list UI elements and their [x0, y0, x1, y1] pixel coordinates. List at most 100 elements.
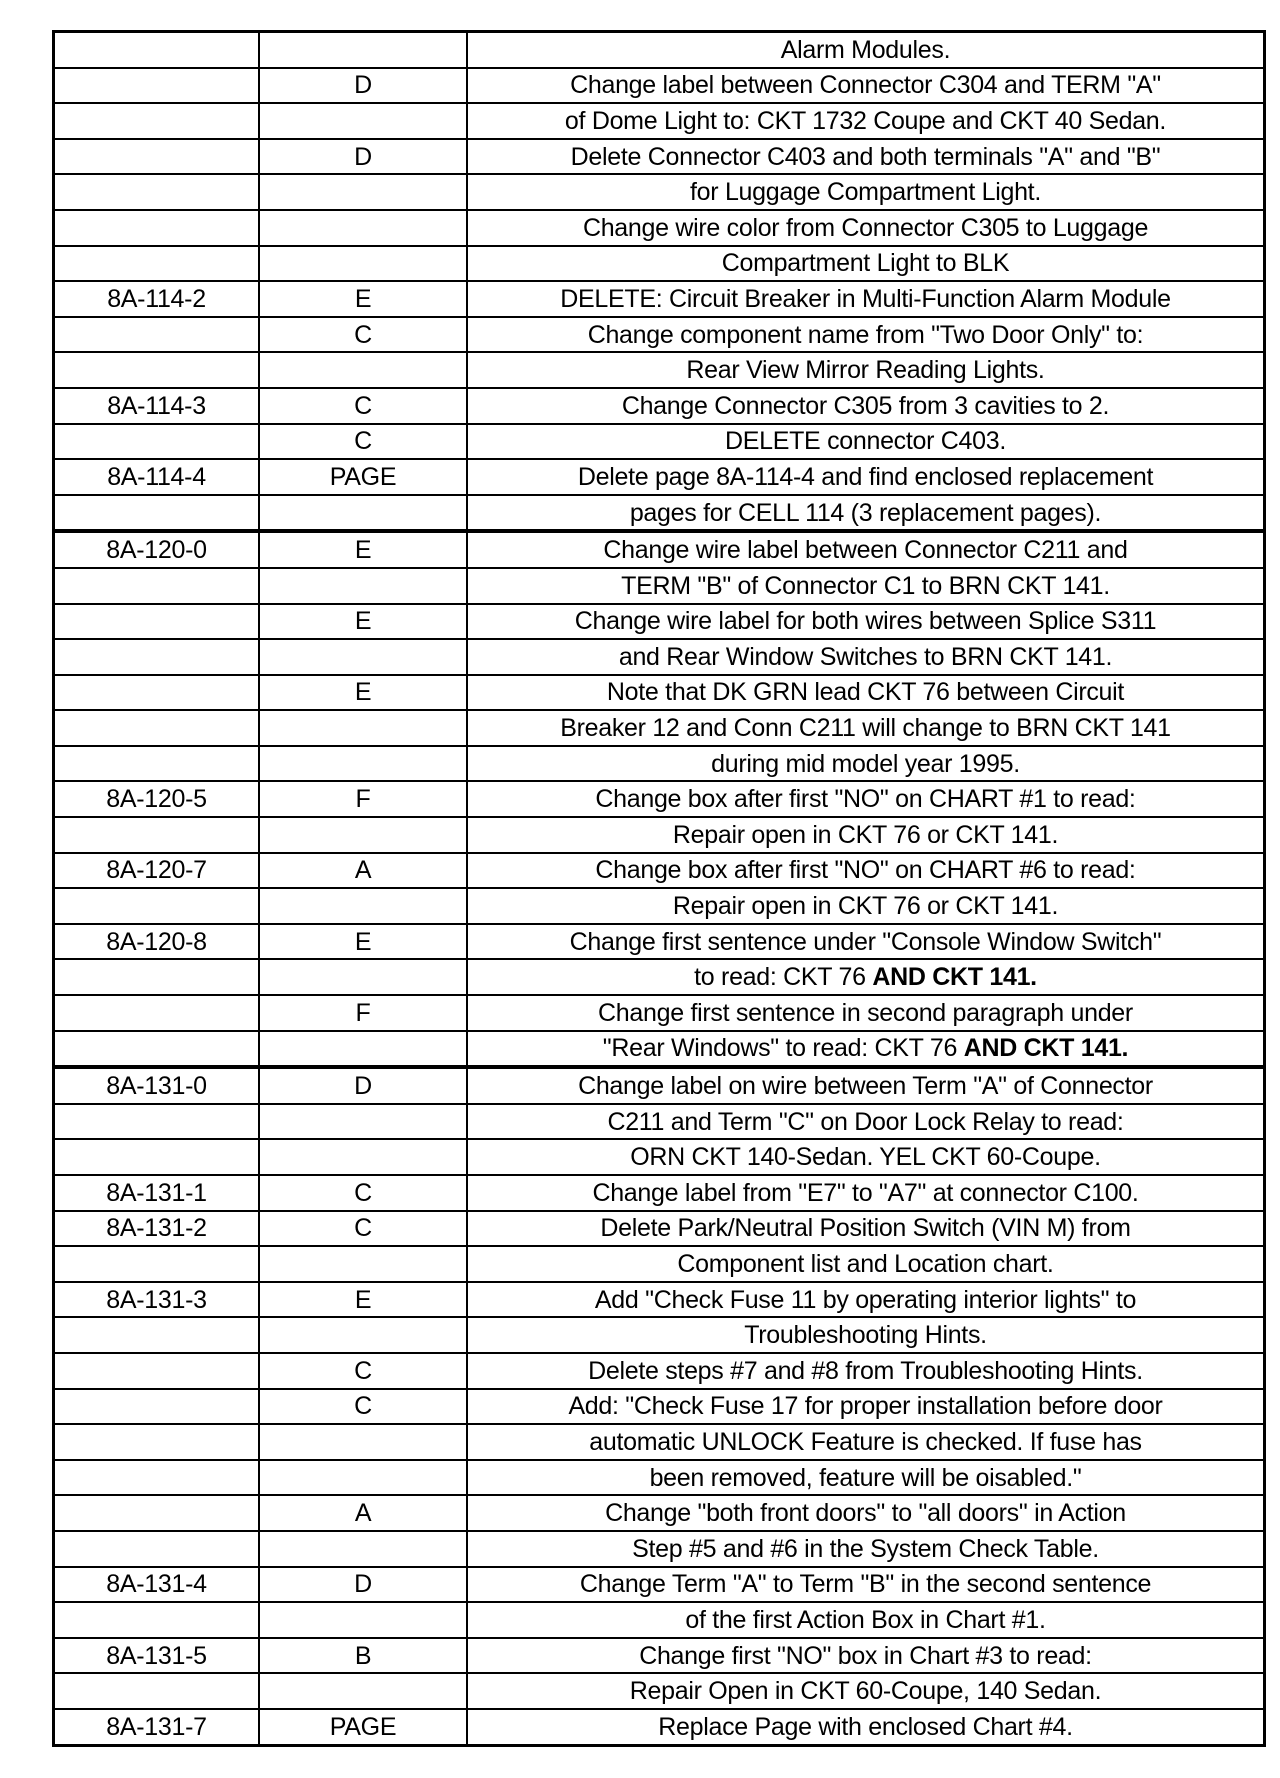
change-cell: Change first sentence in second paragrap… — [466, 995, 1266, 1032]
change-cell: automatic UNLOCK Feature is checked. If … — [466, 1424, 1266, 1461]
table-row: Rear View Mirror Reading Lights. — [52, 352, 1266, 389]
table-row: for Luggage Compartment Light. — [52, 174, 1266, 211]
code-cell: E — [258, 603, 468, 641]
change-cell-text: Delete Connector C403 and both terminals… — [570, 142, 1161, 171]
change-cell-text: Change box after first "NO" on CHART #6 … — [595, 856, 1136, 885]
page-cell — [52, 103, 260, 140]
code-cell-text: A — [354, 856, 372, 885]
page-cell — [52, 209, 260, 247]
table-row: Repair open in CKT 76 or CKT 141. — [52, 888, 1266, 925]
code-cell-text: C — [354, 427, 372, 456]
table-row: 8A-114-2 E DELETE: Circuit Breaker in Mult… — [52, 281, 1266, 318]
page-cell — [52, 567, 260, 605]
page-cell — [52, 245, 260, 283]
change-cell-text: Change Term "A" to Term "B" in the secon… — [579, 1570, 1152, 1599]
code-cell-text: C — [354, 1214, 372, 1243]
change-cell: Change wire label between Connector C211… — [466, 529, 1266, 569]
change-cell-text: to read: CKT 76 — [694, 963, 873, 992]
page-cell-text: 8A-131-5 — [106, 1641, 207, 1670]
change-cell-text: and Rear Window Switches to BRN CKT 141. — [618, 642, 1113, 671]
code-cell: E — [258, 674, 468, 712]
change-cell: Add: "Check Fuse 17 for proper installat… — [466, 1388, 1266, 1426]
change-cell-text: TERM "B" of Connector C1 to BRN CKT 141. — [621, 571, 1110, 600]
table-row: Change wire color from Connector C305 to… — [52, 209, 1266, 247]
page-cell — [52, 1495, 260, 1532]
code-cell-text: E — [354, 927, 372, 956]
table-row: Step #5 and #6 in the System Check Table… — [52, 1530, 1266, 1568]
page-cell — [52, 1459, 260, 1497]
change-cell: Change wire color from Connector C305 to… — [466, 209, 1266, 247]
code-cell-text: A — [354, 1499, 372, 1528]
table-row: 8A-120-8 E Change first sentence under "Co… — [52, 923, 1266, 961]
change-cell: "Rear Windows" to read: CKT 76 AND CKT 1… — [466, 1030, 1266, 1069]
page-cell: 8A-131-1 — [52, 1175, 260, 1212]
change-cell: to read: CKT 76 AND CKT 141. — [466, 959, 1266, 997]
table-row: ORN CKT 140-Sedan. YEL CKT 60-Coupe. — [52, 1139, 1266, 1176]
page-cell — [52, 1602, 260, 1639]
change-cell-text: Delete Park/Neutral Position Switch (VIN… — [600, 1214, 1131, 1243]
change-cell: Add "Check Fuse 11 by operating interior… — [466, 1281, 1266, 1319]
page-cell-text: 8A-114-2 — [107, 284, 206, 313]
table-row: Breaker 12 and Conn C211 will change to … — [52, 710, 1266, 747]
change-cell: Delete Connector C403 and both terminals… — [466, 138, 1266, 176]
table-row: 8A-131-2 C Delete Park/Neutral Position Sw… — [52, 1210, 1266, 1248]
change-cell: Compartment Light to BLK — [466, 245, 1266, 283]
page-cell — [52, 1530, 260, 1568]
change-cell: Change first "NO" box in Chart #3 to rea… — [466, 1637, 1266, 1675]
change-cell-text: Change Connector C305 from 3 cavities to… — [621, 391, 1110, 420]
code-cell — [258, 31, 468, 69]
change-cell: Change label from "E7" to "A7" at connec… — [466, 1175, 1266, 1212]
page-cell — [52, 959, 260, 997]
change-cell: Component list and Location chart. — [466, 1246, 1266, 1283]
change-cell-text: Change wire color from Connector C305 to… — [582, 213, 1149, 242]
page-cell — [52, 817, 260, 854]
code-cell: C — [258, 1210, 468, 1248]
page-cell-text: 8A-120-0 — [106, 536, 207, 565]
code-cell — [258, 494, 468, 533]
code-cell-text: D — [354, 1570, 372, 1599]
table-row: Repair open in CKT 76 or CKT 141. — [52, 817, 1266, 854]
change-cell: Rear View Mirror Reading Lights. — [466, 352, 1266, 389]
change-cell-text: Component list and Location chart. — [677, 1249, 1054, 1278]
table-row: TERM "B" of Connector C1 to BRN CKT 141. — [52, 567, 1266, 605]
table-row: 8A-131-3 E Add "Check Fuse 11 by operating… — [52, 1281, 1266, 1319]
page-cell: 8A-120-8 — [52, 923, 260, 961]
code-cell: PAGE — [258, 1708, 468, 1747]
page-cell — [52, 603, 260, 641]
change-cell-text: Rear View Mirror Reading Lights. — [686, 356, 1045, 385]
change-cell: Alarm Modules. — [466, 31, 1266, 69]
change-cell-text: Alarm Modules. — [780, 35, 951, 64]
table-row: 8A-114-4 PAGE Delete page 8A-114-4 and fin… — [52, 459, 1266, 496]
page-cell — [52, 1103, 260, 1141]
change-cell-text: Change label between Connector C304 and … — [570, 71, 1161, 100]
change-cell-text: Replace Page with enclosed Chart #4. — [658, 1712, 1073, 1741]
table-row: C Delete steps #7 and #8 from Troubleshoo… — [52, 1352, 1266, 1390]
code-cell — [258, 352, 468, 389]
page-cell-text: 8A-120-5 — [106, 785, 207, 814]
page-cell: 8A-131-2 — [52, 1210, 260, 1248]
change-cell: Change Connector C305 from 3 cavities to… — [466, 387, 1266, 425]
table-row: of the first Action Box in Chart #1. — [52, 1602, 1266, 1639]
page-cell-text: 8A-120-7 — [106, 856, 207, 885]
code-cell — [258, 1673, 468, 1710]
page-cell-text: 8A-114-3 — [107, 391, 206, 420]
change-cell: Step #5 and #6 in the System Check Table… — [466, 1530, 1266, 1568]
change-cell-text: Compartment Light to BLK — [721, 249, 1010, 278]
table-row: Repair Open in CKT 60-Coupe, 140 Sedan. — [52, 1673, 1266, 1710]
code-cell: B — [258, 1637, 468, 1675]
table-row: 8A-131-5 B Change first "NO" box in Chart … — [52, 1637, 1266, 1675]
table-row: Component list and Location chart. — [52, 1246, 1266, 1283]
code-cell — [258, 639, 468, 676]
change-cell-text: of the first Action Box in Chart #1. — [685, 1605, 1046, 1634]
code-cell-text: PAGE — [329, 1712, 397, 1741]
change-cell: Change label on wire between Term "A" of… — [466, 1065, 1266, 1105]
code-cell: E — [258, 281, 468, 318]
code-cell-text: C — [354, 1392, 372, 1421]
change-cell: ORN CKT 140-Sedan. YEL CKT 60-Coupe. — [466, 1139, 1266, 1176]
page-cell-text: 8A-131-0 — [106, 1072, 207, 1101]
change-cell-text: Note that DK GRN lead CKT 76 between Cir… — [606, 678, 1125, 707]
page-cell-text: 8A-131-4 — [106, 1570, 207, 1599]
page-cell-text: 8A-131-1 — [106, 1178, 207, 1207]
code-cell — [258, 174, 468, 211]
page-cell — [52, 888, 260, 925]
